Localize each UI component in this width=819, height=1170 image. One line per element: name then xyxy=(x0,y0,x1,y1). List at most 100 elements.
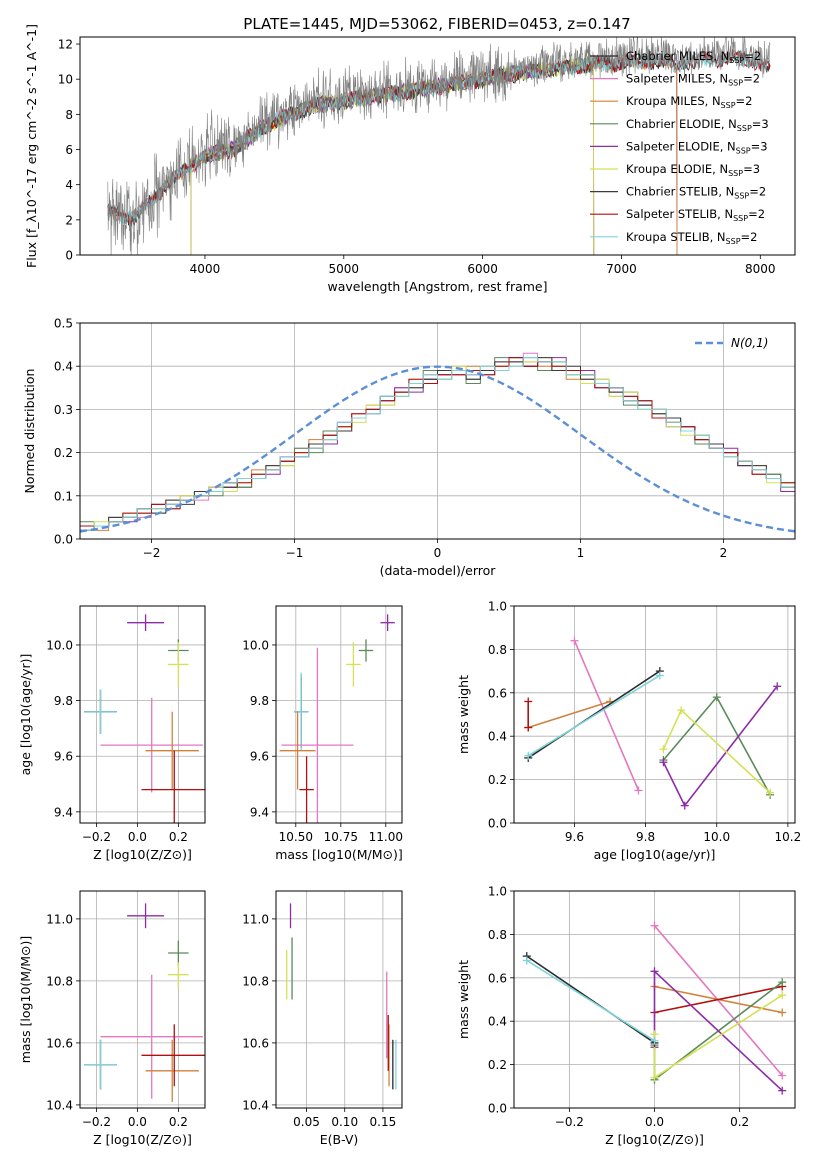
y-tick-label: 9.4 xyxy=(250,805,269,819)
y-axis-label: mass weight xyxy=(456,675,471,754)
x-tick-label: 0.2 xyxy=(169,830,188,844)
weight-series-line xyxy=(653,969,783,1092)
plus-marker xyxy=(650,1073,659,1082)
plot-area xyxy=(286,903,397,1090)
errorbar-point xyxy=(346,642,361,687)
x-tick-label: −0.2 xyxy=(555,1115,584,1129)
y-tick-label: 10.4 xyxy=(46,1098,73,1112)
y-tick-label: 10.6 xyxy=(242,1036,269,1050)
y-tick-label: 10.8 xyxy=(242,974,269,988)
y-tick-label: 10.0 xyxy=(46,638,73,652)
y-tick-label: 0 xyxy=(65,249,73,263)
histogram-series xyxy=(80,357,795,539)
y-axis-label: mass weight xyxy=(456,960,471,1039)
errorbar-point xyxy=(100,974,203,1099)
y-tick-label: 10.6 xyxy=(46,1036,73,1050)
y-tick-label: 12 xyxy=(58,38,73,52)
panel-weight-vs-Z: −0.2 0.0 0.2 0.0 0.2 0.4 0.6 0.8 1.0 Z [log10(Z/Z… xyxy=(456,885,796,1147)
panel-age-vs-Z: −0.2 0.0 0.2 9.4 9.6 9.8 10.0 Z [log10(Z/Z⊙)] ag… xyxy=(18,605,206,862)
y-tick-label: 1.0 xyxy=(488,600,507,614)
errorbar-point xyxy=(141,1024,205,1087)
axes-frame xyxy=(275,605,403,824)
legend: Chabrier MILES, NSSP=2 Salpeter MILES, NS… xyxy=(590,49,769,246)
x-tick-label: 8000 xyxy=(745,262,776,276)
plus-marker xyxy=(659,758,668,767)
x-axis-label: age [log10(age/yr)] xyxy=(594,847,716,862)
y-tick-label: 9.8 xyxy=(250,694,269,708)
y-tick-label: 8 xyxy=(65,108,73,122)
y-tick-label: 0.8 xyxy=(488,643,507,657)
plus-marker xyxy=(634,786,643,795)
y-tick-label: 9.6 xyxy=(54,750,73,764)
weight-series-line xyxy=(527,674,661,757)
plus-marker xyxy=(655,671,664,680)
y-tick-label: 9.6 xyxy=(250,750,269,764)
y-tick-label: 10 xyxy=(58,73,73,87)
weight-series-line xyxy=(653,994,783,1080)
x-tick-label: −1 xyxy=(286,546,304,560)
plus-marker xyxy=(659,745,668,754)
y-tick-label: 10.0 xyxy=(242,638,269,652)
errorbar-point xyxy=(358,639,374,662)
errorbar-point xyxy=(84,689,117,734)
x-tick-label: 0.15 xyxy=(370,1115,397,1129)
plot-area xyxy=(80,352,795,539)
y-tick-label: 11.0 xyxy=(242,912,269,926)
plus-marker xyxy=(524,751,533,760)
x-tick-label: 9.8 xyxy=(636,830,655,844)
y-tick-label: 0.4 xyxy=(488,730,507,744)
plus-marker xyxy=(570,636,579,645)
x-tick-label: 0.0 xyxy=(645,1115,664,1129)
data-spectrum-line xyxy=(107,37,771,255)
weight-series-line xyxy=(573,640,640,791)
x-tick-label: 0 xyxy=(434,546,442,560)
plus-marker xyxy=(712,693,721,702)
y-tick-label: 0.5 xyxy=(54,317,73,331)
errorbar-point xyxy=(168,642,189,687)
y-tick-label: 6 xyxy=(65,143,73,157)
x-tick-label: −2 xyxy=(143,546,161,560)
x-axis-label: Z [log10(Z/Z⊙)] xyxy=(93,1132,192,1147)
plus-marker xyxy=(778,1071,787,1080)
x-tick-label: −0.2 xyxy=(82,1115,111,1129)
plus-marker xyxy=(766,788,775,797)
y-tick-label: 9.4 xyxy=(54,805,73,819)
x-axis-label: E(B-V) xyxy=(320,1132,359,1147)
errorbar-point xyxy=(141,750,205,823)
panel-mass-vs-Z: −0.2 0.0 0.2 10.4 10.6 10.8 11.0 Z [log10(Z/Z⊙)… xyxy=(18,890,206,1147)
y-axis-label: age [log10(age/yr)] xyxy=(18,654,33,776)
legend-label: Salpeter MILES, NSSP=2 xyxy=(626,72,760,88)
plot-area xyxy=(84,614,205,823)
plot-area xyxy=(524,636,782,810)
axes-frame xyxy=(79,605,206,824)
axes-frame xyxy=(275,890,403,1109)
y-tick-label: 9.8 xyxy=(54,694,73,708)
legend-label: Chabrier STELIB, NSSP=2 xyxy=(626,185,766,201)
axes-frame xyxy=(513,890,796,1109)
y-tick-label: 0.0 xyxy=(488,817,507,831)
weight-series-line xyxy=(526,959,655,1042)
plus-marker xyxy=(778,1008,787,1017)
x-axis-label: (data-model)/error xyxy=(380,563,497,578)
y-axis-label: Flux [f_λ10^-17 erg cm^-2 s^-1 A^-1] xyxy=(24,24,39,268)
panel-age-vs-mass: 10.50 10.75 11.00 9.4 9.6 9.8 10.0 mass [log10(… xyxy=(242,605,403,862)
plus-marker xyxy=(778,978,787,987)
legend-label: Salpeter STELIB, NSSP=2 xyxy=(626,207,765,223)
y-tick-label: 0.6 xyxy=(488,971,507,985)
y-tick-label: 0.3 xyxy=(54,403,73,417)
legend-label: Kroupa ELODIE, NSSP=3 xyxy=(626,162,760,178)
legend-label: Salpeter ELODIE, NSSP=3 xyxy=(626,139,768,155)
y-tick-label: 10.8 xyxy=(46,974,73,988)
legend-label: Chabrier ELODIE, NSSP=3 xyxy=(626,117,769,133)
x-tick-label: 11.00 xyxy=(369,830,403,844)
x-tick-label: 10.0 xyxy=(703,830,730,844)
x-tick-label: 1 xyxy=(577,546,585,560)
plus-marker xyxy=(522,956,531,965)
x-tick-label: −0.2 xyxy=(82,830,111,844)
weight-series-line xyxy=(526,955,655,1044)
normal-curve xyxy=(80,365,795,533)
x-tick-label: 7000 xyxy=(606,262,637,276)
errorbar-point xyxy=(380,614,395,632)
plot-area xyxy=(522,921,787,1095)
